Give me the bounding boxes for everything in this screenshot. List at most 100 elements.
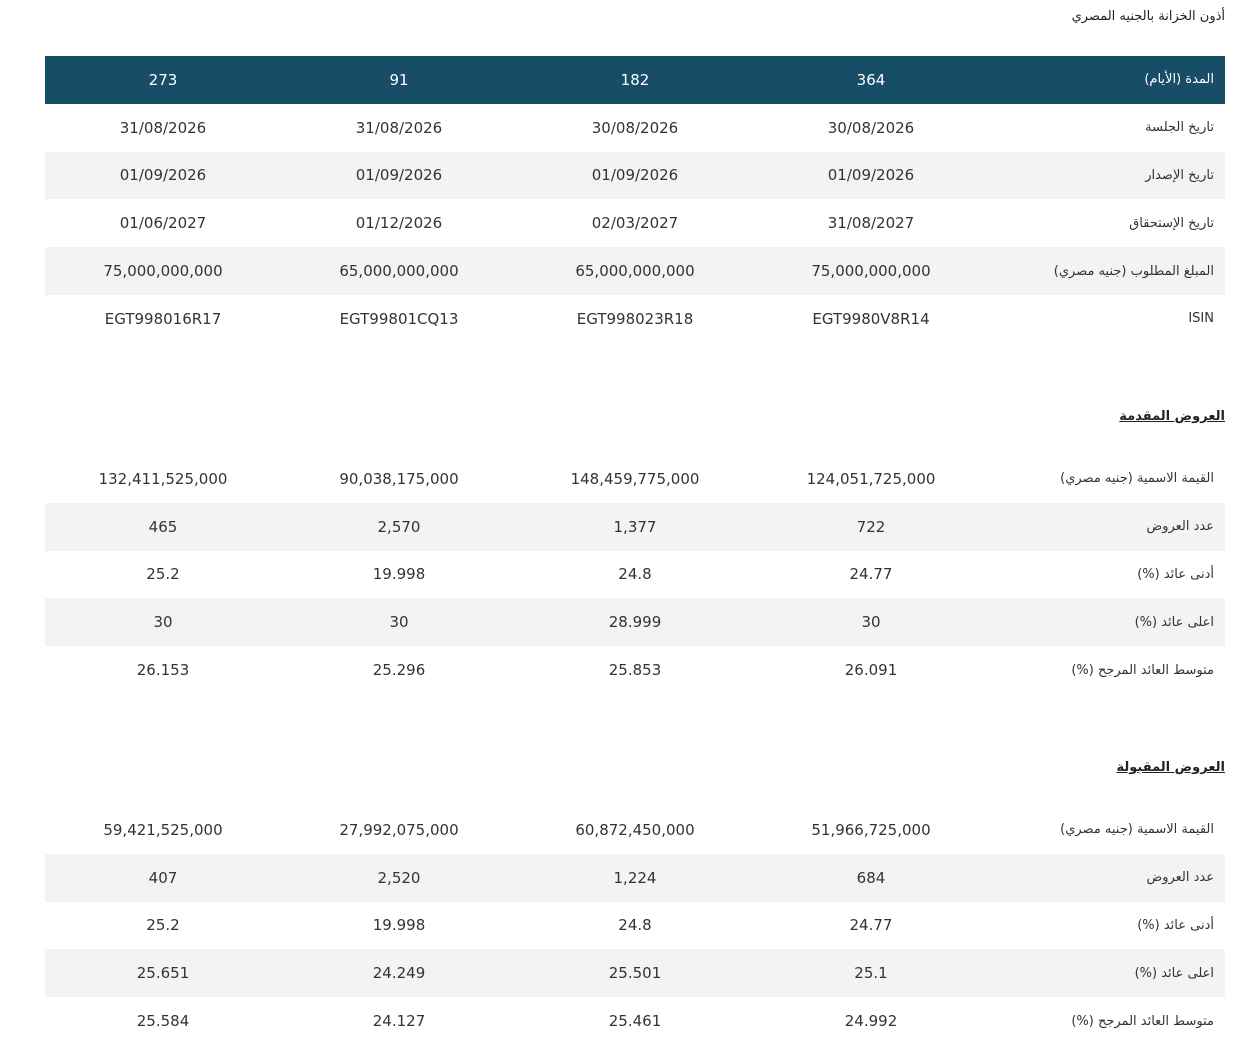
row-label: تاريخ الإصدار: [1145, 167, 1214, 183]
cell: 24.249: [372, 964, 426, 983]
cell: EGT998016R17: [104, 309, 222, 328]
accepted-table: القيمة الاسمية (جنيه مصري) 51,966,725,000…: [45, 806, 1225, 1045]
cell: 01/09/2026: [119, 166, 207, 185]
cell: 24.8: [618, 916, 652, 935]
table-row: المبلغ المطلوب (جنيه مصري) 75,000,000,000…: [45, 247, 1225, 295]
cell: 30/08/2026: [827, 118, 915, 137]
row-label: المبلغ المطلوب (جنيه مصري): [1053, 263, 1214, 279]
cell: 722: [856, 517, 886, 536]
row-label: تاريخ الجلسة: [1145, 120, 1214, 136]
row-label: أدنى عائد (%): [1137, 917, 1214, 933]
table-row: القيمة الاسمية (جنيه مصري) 51,966,725,000…: [45, 806, 1225, 854]
cell: 25.1: [854, 964, 888, 983]
cell: 25.651: [136, 964, 190, 983]
cell: 28.999: [608, 613, 662, 632]
row-label: ISIN: [1188, 311, 1214, 327]
row-label: اعلى عائد (%): [1134, 965, 1214, 981]
table-row: اعلى عائد (%) 30 28.999 30 30: [45, 598, 1225, 647]
cell: 26.091: [844, 661, 898, 680]
cell: 465: [148, 517, 178, 536]
cell: 25.2: [146, 916, 180, 935]
row-label: المدة (الأيام): [1144, 72, 1214, 88]
cell: 91: [389, 70, 409, 89]
cell: 01/09/2026: [827, 166, 915, 185]
cell: 124,051,725,000: [806, 469, 936, 488]
cell: 24.77: [849, 565, 893, 584]
cell: 26.153: [136, 661, 190, 680]
cell: 24.992: [844, 1012, 898, 1031]
row-label: متوسط العائد المرجح (%): [1071, 1013, 1214, 1029]
cell: 24.127: [372, 1012, 426, 1031]
cell: 25.584: [136, 1012, 190, 1031]
cell: 182: [620, 70, 650, 89]
cell: 31/08/2026: [119, 118, 207, 137]
table-row: القيمة الاسمية (جنيه مصري) 124,051,725,00…: [45, 455, 1225, 503]
cell: 27,992,075,000: [339, 820, 459, 839]
cell: 65,000,000,000: [339, 262, 459, 281]
row-label: عدد العروض: [1146, 519, 1214, 535]
cell: 19.998: [372, 565, 426, 584]
cell: 31/08/2027: [827, 214, 915, 233]
cell: 25.501: [608, 964, 662, 983]
cell: 30: [153, 613, 173, 632]
cell: 51,966,725,000: [811, 820, 931, 839]
cell: 2,520: [377, 868, 421, 887]
cell: 407: [148, 868, 178, 887]
cell: 1,377: [613, 517, 657, 536]
cell: 2,570: [377, 517, 421, 536]
row-label: عدد العروض: [1146, 870, 1214, 886]
cell: 75,000,000,000: [103, 262, 223, 281]
page-title: أذون الخزانة بالجنيه المصري: [1071, 9, 1225, 24]
table-row: أدنى عائد (%) 24.77 24.8 19.998 25.2: [45, 551, 1225, 599]
cell: 01/09/2026: [355, 166, 443, 185]
cell: 19.998: [372, 916, 426, 935]
cell: 25.853: [608, 661, 662, 680]
cell: EGT99801CQ13: [339, 309, 459, 328]
table-row: ISIN EGT9980V8R14 EGT998023R18 EGT99801CQ13…: [45, 295, 1225, 343]
cell: 02/03/2027: [591, 214, 679, 233]
cell: 01/06/2027: [119, 214, 207, 233]
table-row: تاريخ الإصدار 01/09/2026 01/09/2026 01/09/2…: [45, 151, 1225, 200]
cell: 30/08/2026: [591, 118, 679, 137]
cell: 24.8: [618, 565, 652, 584]
row-label: اعلى عائد (%): [1134, 614, 1214, 630]
cell: 59,421,525,000: [103, 820, 223, 839]
cell: 273: [148, 70, 178, 89]
cell: 25.461: [608, 1012, 662, 1031]
table-row: المدة (الأيام) 364 182 91 273: [45, 56, 1225, 104]
table-row: عدد العروض 684 1,224 2,520 407: [45, 853, 1225, 902]
bids-table: القيمة الاسمية (جنيه مصري) 124,051,725,00…: [45, 455, 1225, 694]
table-row: متوسط العائد المرجح (%) 26.091 25.853 25.29…: [45, 646, 1225, 694]
table-row: متوسط العائد المرجح (%) 24.992 25.461 24.12…: [45, 997, 1225, 1045]
row-label: متوسط العائد المرجح (%): [1071, 662, 1214, 678]
row-label: القيمة الاسمية (جنيه مصري): [1060, 471, 1214, 487]
cell: 25.2: [146, 565, 180, 584]
cell: 684: [856, 868, 886, 887]
cell: 90,038,175,000: [339, 469, 459, 488]
cell: 65,000,000,000: [575, 262, 695, 281]
row-label: تاريخ الإستحقاق: [1129, 215, 1214, 231]
cell: 60,872,450,000: [575, 820, 695, 839]
section-title: العروض المقدمة: [1119, 409, 1225, 424]
cell: 24.77: [849, 916, 893, 935]
cell: 01/12/2026: [355, 214, 443, 233]
table-row: عدد العروض 722 1,377 2,570 465: [45, 502, 1225, 551]
table-row: تاريخ الجلسة 30/08/2026 30/08/2026 31/08/20…: [45, 104, 1225, 152]
cell: 364: [856, 70, 886, 89]
cell: 30: [389, 613, 409, 632]
cell: 132,411,525,000: [98, 469, 228, 488]
cell: 31/08/2026: [355, 118, 443, 137]
cell: EGT9980V8R14: [812, 309, 930, 328]
cell: 30: [861, 613, 881, 632]
row-label: أدنى عائد (%): [1137, 566, 1214, 582]
table-row: أدنى عائد (%) 24.77 24.8 19.998 25.2: [45, 902, 1225, 950]
section-title: العروض المقبولة: [1116, 760, 1226, 775]
cell: EGT998023R18: [576, 309, 694, 328]
cell: 148,459,775,000: [570, 469, 700, 488]
cell: 75,000,000,000: [811, 262, 931, 281]
cell: 1,224: [613, 868, 657, 887]
auction-table: المدة (الأيام) 364 182 91 273 تاريخ الجلسة 30/…: [45, 56, 1225, 343]
table-row: اعلى عائد (%) 25.1 25.501 24.249 25.651: [45, 949, 1225, 998]
row-label: القيمة الاسمية (جنيه مصري): [1060, 822, 1214, 838]
